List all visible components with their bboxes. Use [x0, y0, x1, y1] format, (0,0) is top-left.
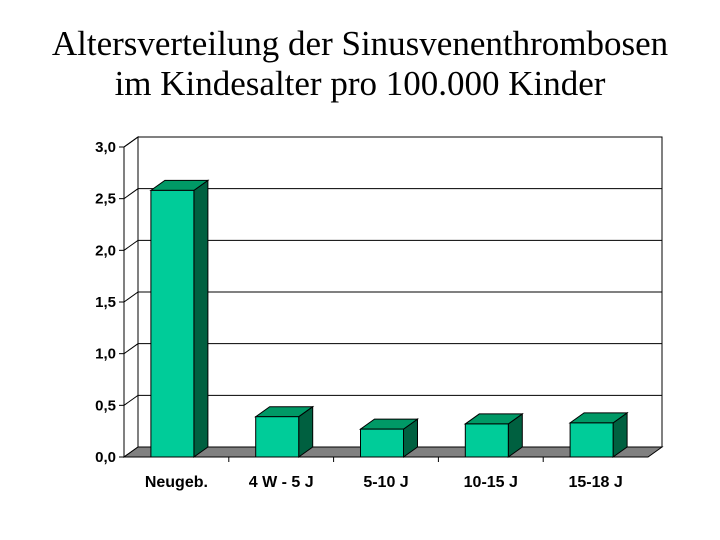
gridline: [123, 136, 662, 148]
chart-title-line-2: im Kindesalter pro 100.000 Kinder: [114, 64, 606, 103]
x-axis-labels: Neugeb. 4 W - 5 J 5-10 J 10-15 J 15-18 J: [145, 457, 623, 491]
bar: [568, 411, 629, 458]
bar: [149, 179, 210, 458]
gridline: [123, 188, 662, 200]
gridline: [123, 343, 662, 355]
gridline: [123, 394, 662, 406]
y-tick-label: 1,5: [95, 294, 116, 311]
x-tick-label: 15-18 J: [568, 474, 622, 491]
gridlines: [123, 136, 662, 406]
bar-front-face: [464, 423, 509, 458]
bar-front-face: [255, 416, 300, 458]
y-tick-label: 0,5: [95, 397, 116, 414]
y-tick-label: 3,0: [95, 139, 116, 156]
bar-side-face: [193, 179, 209, 458]
bar-front-face: [569, 422, 614, 458]
bars: [149, 179, 629, 458]
chart-title: Altersverteilung der Sinusvenenthrombose…: [0, 24, 720, 104]
bar-front-face: [360, 428, 404, 458]
x-tick-label: 4 W - 5 J: [249, 474, 314, 491]
y-axis: 0,0 0,5 1,0 1,5 2,0 2,5 3,0: [95, 139, 125, 466]
bar-front-face: [150, 189, 195, 458]
y-tick-label: 1,0: [95, 346, 116, 363]
y-tick-label: 0,0: [95, 449, 116, 466]
bar: [358, 418, 420, 458]
x-tick-label: Neugeb.: [145, 474, 208, 491]
x-tick-label: 5-10 J: [363, 474, 408, 491]
y-tick-label: 2,5: [95, 191, 116, 208]
gridline: [123, 239, 662, 251]
bar: [254, 405, 315, 458]
y-tick-label: 2,0: [95, 242, 116, 259]
x-tick-label: 10-15 J: [464, 474, 518, 491]
gridline: [123, 291, 662, 303]
bar: [463, 412, 524, 458]
chart-title-line-1: Altersverteilung der Sinusvenenthrombose…: [51, 24, 669, 63]
